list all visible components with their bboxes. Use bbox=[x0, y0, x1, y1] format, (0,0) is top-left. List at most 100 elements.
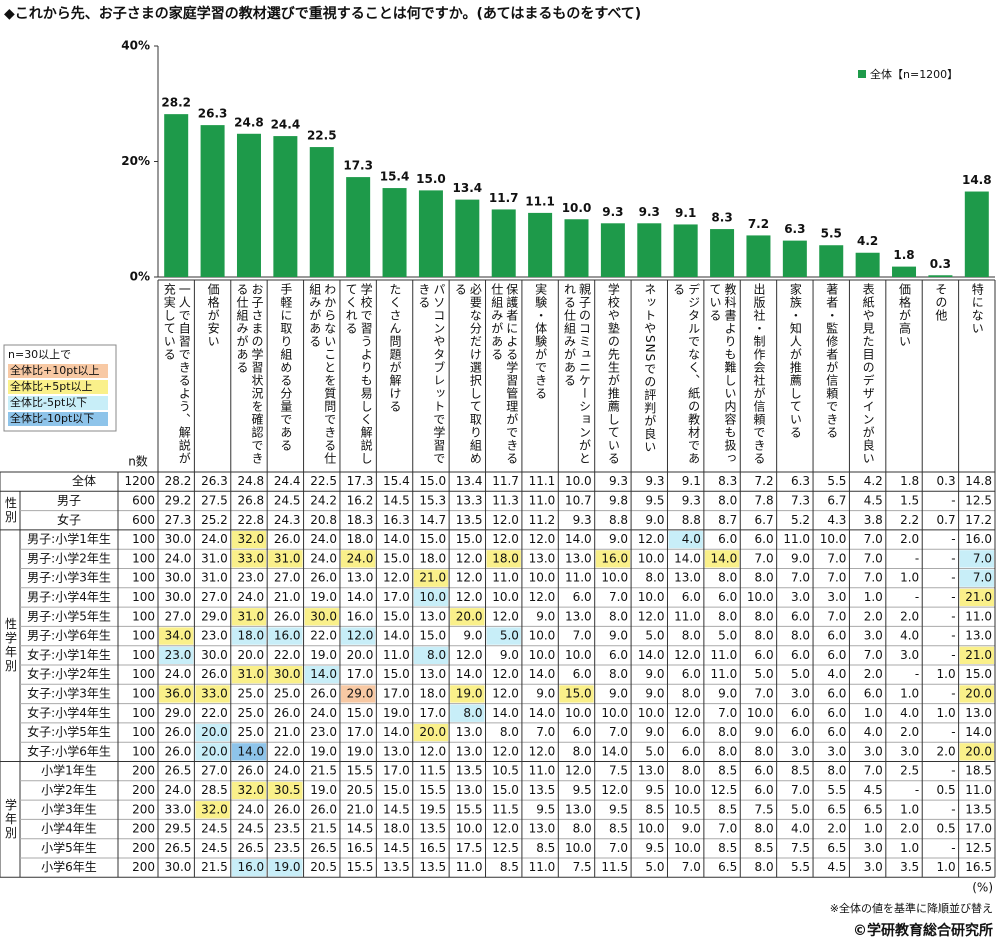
row-label: 男子:小学2年生 bbox=[27, 550, 111, 565]
table-cell: 1.0 bbox=[937, 706, 956, 720]
cell-highlight bbox=[413, 723, 449, 742]
table-cell: 3.0 bbox=[864, 629, 883, 643]
category-label: その他 bbox=[934, 283, 948, 322]
row-label: 全体 bbox=[72, 473, 96, 488]
table-cell: 11.7 bbox=[492, 474, 519, 488]
x-tick-label: 特にない bbox=[970, 283, 985, 335]
table-cell: 0.3 bbox=[937, 474, 956, 488]
table-cell: 8.5 bbox=[536, 841, 555, 855]
value-label: 7.2 bbox=[748, 217, 769, 231]
category-label-box: 学校や塾の先生が推薦している bbox=[595, 283, 631, 471]
table-cell: 8.5 bbox=[718, 802, 737, 816]
table-cell: 22.8 bbox=[237, 513, 264, 527]
table-cell: 9.0 bbox=[791, 551, 810, 565]
table-cell: 1.8 bbox=[900, 474, 919, 488]
value-label: 1.8 bbox=[893, 248, 914, 262]
table-cell: 11.5 bbox=[419, 764, 446, 778]
table-cell: 4.5 bbox=[864, 493, 883, 507]
table-cell: 4.5 bbox=[827, 860, 846, 874]
row-label: 女子 bbox=[57, 512, 81, 527]
table-cell: 2.0 bbox=[900, 532, 919, 546]
table-cell: 19.0 bbox=[310, 744, 337, 758]
bar bbox=[528, 212, 553, 277]
bar bbox=[819, 245, 844, 277]
table-cell: 0.5 bbox=[937, 783, 956, 797]
table-cell: - bbox=[951, 590, 955, 604]
cell-highlight bbox=[450, 704, 485, 722]
bar bbox=[564, 219, 589, 277]
bar bbox=[236, 133, 261, 277]
table-cell: 15.0 bbox=[419, 474, 446, 488]
cell-highlight bbox=[340, 627, 376, 645]
table-cell: 17.0 bbox=[347, 667, 374, 681]
table-cell: 11.0 bbox=[711, 648, 738, 662]
table-cell: 30.0 bbox=[274, 667, 301, 681]
table-cell: 7.0 bbox=[827, 551, 846, 565]
table-cell: - bbox=[915, 667, 919, 681]
table-cell: 15.3 bbox=[419, 493, 446, 507]
table-cell: 30.0 bbox=[165, 532, 192, 546]
table-cell: 16.2 bbox=[347, 493, 374, 507]
table-cell: 8.0 bbox=[645, 571, 664, 585]
table-cell: 14.0 bbox=[383, 629, 410, 643]
table-cell: 8.0 bbox=[682, 686, 701, 700]
x-tick-label: 学校で習うよりも易しく解説してくれる bbox=[344, 283, 374, 465]
table-cell: 14.0 bbox=[347, 590, 374, 604]
table-cell: 29.0 bbox=[201, 609, 228, 623]
x-tick-label: 手軽に取り組める分量である bbox=[278, 283, 293, 452]
table-cell: 23.5 bbox=[274, 841, 301, 855]
table-cell: 13.5 bbox=[419, 822, 446, 836]
cell-highlight bbox=[959, 743, 994, 761]
table-cell: 10.0 bbox=[529, 648, 556, 662]
category-label-box: 特にない bbox=[959, 283, 995, 471]
table-cell: 2.0 bbox=[900, 725, 919, 739]
table-cell: 11.3 bbox=[492, 493, 519, 507]
category-label-box: 保護者による学習管理ができる仕組みがある bbox=[486, 283, 522, 471]
table-cell: 8.0 bbox=[755, 744, 774, 758]
table-cell: 6.0 bbox=[718, 590, 737, 604]
table-cell: 7.2 bbox=[755, 474, 774, 488]
table-cell: - bbox=[951, 493, 955, 507]
cell-highlight bbox=[959, 588, 994, 607]
table-cell: 7.0 bbox=[973, 551, 992, 565]
table-cell: 19.0 bbox=[274, 860, 301, 874]
table-cell: 26.8 bbox=[237, 493, 264, 507]
table-cell: 29.0 bbox=[165, 706, 192, 720]
cell-highlight bbox=[486, 627, 521, 645]
table-cell: 23.0 bbox=[201, 629, 228, 643]
table-cell: 3.5 bbox=[900, 860, 919, 874]
table-cell: 9.5 bbox=[645, 493, 664, 507]
table-cell: 19.0 bbox=[310, 648, 337, 662]
table-cell: - bbox=[915, 783, 919, 797]
table-cell: 7.0 bbox=[791, 783, 810, 797]
table-cell: 22.0 bbox=[201, 706, 228, 720]
table-cell: - bbox=[951, 725, 955, 739]
table-cell: 24.5 bbox=[237, 822, 264, 836]
table-cell: 7.0 bbox=[755, 686, 774, 700]
table-cell: 1.0 bbox=[900, 686, 919, 700]
table-cell: 10.0 bbox=[492, 590, 519, 604]
category-label: 価格が高い bbox=[898, 283, 912, 348]
table-cell: 9.3 bbox=[609, 474, 628, 488]
table-cell: 6.5 bbox=[827, 802, 846, 816]
table-cell: 3.0 bbox=[791, 686, 810, 700]
table-cell: 3.0 bbox=[827, 590, 846, 604]
row-n: 100 bbox=[132, 648, 155, 662]
table-cell: 7.0 bbox=[718, 822, 737, 836]
table-cell: 21.5 bbox=[201, 860, 228, 874]
group-label: 学年別 bbox=[4, 797, 18, 840]
table-cell: 18.0 bbox=[419, 686, 446, 700]
table-cell: 13.0 bbox=[638, 764, 665, 778]
table-cell: 16.5 bbox=[965, 860, 992, 874]
table-cell: 29.5 bbox=[165, 822, 192, 836]
category-label-box: 実験・体験ができる bbox=[522, 283, 558, 471]
table-cell: 5.2 bbox=[791, 513, 810, 527]
bar bbox=[600, 223, 625, 277]
table-cell: 8.0 bbox=[718, 725, 737, 739]
cell-highlight bbox=[304, 666, 339, 684]
category-label-box: デジタルでなく、紙の教材である bbox=[667, 283, 703, 471]
table-cell: 25.0 bbox=[237, 686, 264, 700]
table-cell: 26.0 bbox=[201, 667, 228, 681]
row-n: 100 bbox=[132, 532, 155, 546]
table-cell: 18.5 bbox=[965, 764, 992, 778]
